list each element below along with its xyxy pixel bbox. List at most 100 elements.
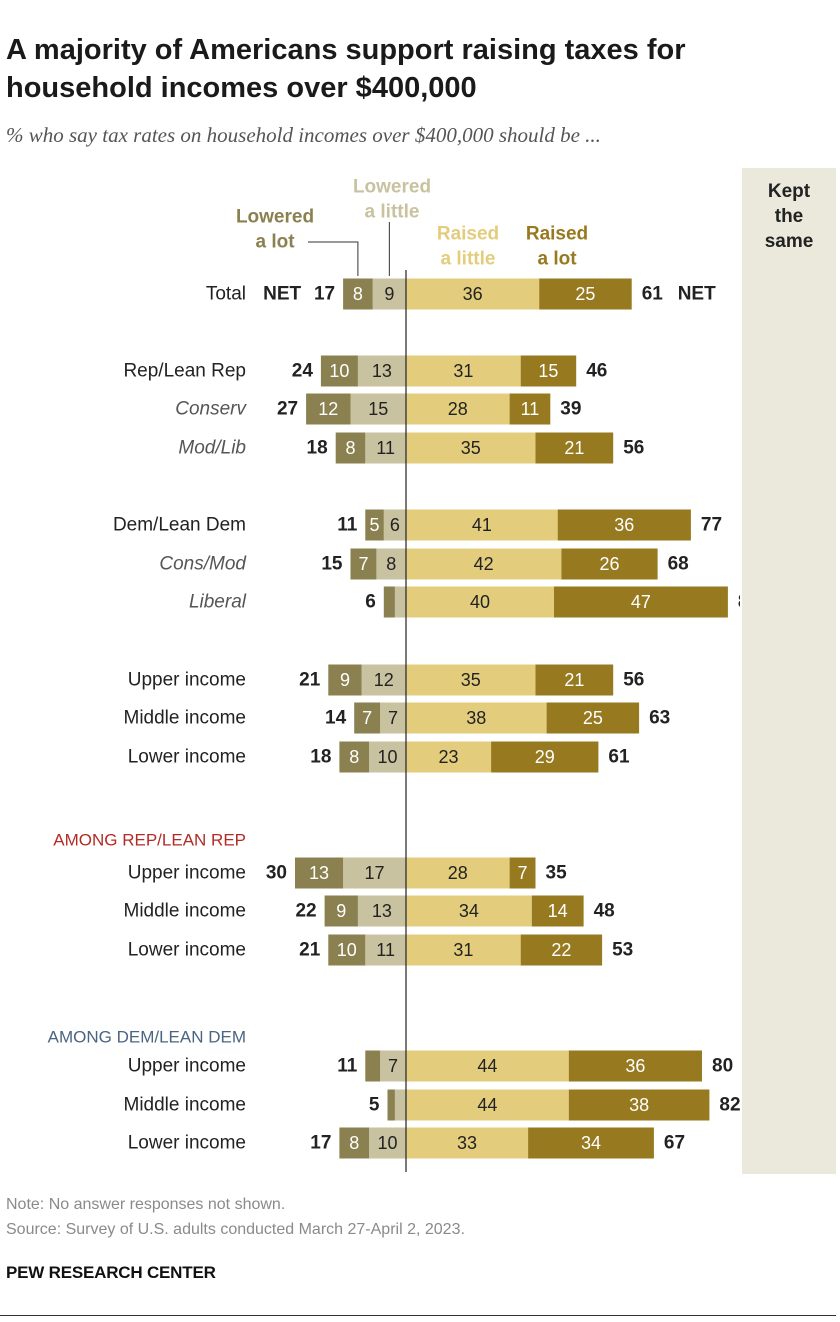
kept-same-column-background (742, 168, 836, 1174)
bar-raised-a-lot (509, 857, 536, 889)
bar-raised-a-lot (535, 664, 614, 696)
seg-label-raised-a-lot: 15 (538, 361, 558, 381)
legend-raised-a-lot: a lot (537, 249, 577, 270)
seg-label-raised-a-lot: 21 (564, 438, 584, 458)
seg-label-raised-a-lot: 21 (564, 670, 584, 690)
net-raised-value: 67 (664, 1133, 685, 1154)
seg-label-raised-a-lot: 7 (518, 863, 528, 883)
seg-label-lowered-a-little: 6 (390, 515, 400, 535)
bar-lowered-a-lot (306, 393, 351, 425)
row-label: Total (206, 284, 246, 305)
bar-raised-a-little (406, 278, 540, 310)
net-raised-value: 61 (642, 284, 664, 305)
net-raised-value: 56 (623, 670, 644, 691)
bar-lowered-a-lot (354, 702, 381, 734)
bar-raised-a-little (406, 1089, 569, 1121)
bar-raised-a-lot (509, 393, 551, 425)
net-lowered-value: 11 (337, 1056, 358, 1077)
bar-lowered-a-lot (343, 278, 373, 310)
legend-raised-a-little: Raised (437, 224, 499, 245)
legend-lowered-a-lot: a lot (255, 232, 295, 253)
net-lowered-value: 22 (295, 901, 316, 922)
bar-lowered-a-lot (335, 432, 366, 464)
seg-label-raised-a-lot: 25 (583, 708, 603, 728)
row-label: Upper income (128, 1056, 246, 1077)
bar-lowered-a-little (383, 509, 406, 541)
legend-raised-a-little: a little (441, 249, 496, 270)
note-text: Note: No answer responses not shown. (6, 1196, 286, 1213)
net-raised-value: 46 (586, 361, 607, 382)
bar-raised-a-lot (528, 1127, 654, 1159)
bar-lowered-a-lot (383, 586, 395, 618)
bar-raised-a-little (406, 934, 521, 966)
bar-lowered-a-little (380, 1050, 406, 1082)
row-label: Dem/Lean Dem (113, 515, 246, 536)
net-lowered-value: 5 (369, 1095, 380, 1116)
bar-raised-a-little (406, 509, 558, 541)
seg-label-raised-a-little: 42 (474, 554, 494, 574)
pew-logo-text: PEW RESEARCH CENTER (6, 1263, 216, 1282)
bar-lowered-a-lot (365, 509, 384, 541)
bar-raised-a-little (406, 1050, 569, 1082)
seg-label-raised-a-little: 35 (461, 438, 481, 458)
bar-lowered-a-lot (328, 664, 362, 696)
kept-same-header-word: same (764, 231, 814, 252)
row-label: Middle income (124, 708, 247, 729)
row-label: Lower income (128, 1133, 246, 1154)
bar-raised-a-lot (535, 432, 614, 464)
net-lowered-value: 11 (337, 515, 358, 536)
chart-title: A majority of Americans support raising … (6, 34, 686, 104)
seg-label-lowered-a-little: 8 (386, 554, 396, 574)
row-label: Middle income (124, 901, 247, 922)
seg-label-raised-a-little: 36 (463, 284, 483, 304)
bar-lowered-a-little (350, 393, 406, 425)
seg-label-lowered-a-little: 9 (384, 284, 394, 304)
row-label: Upper income (128, 863, 246, 884)
bottom-rule (0, 1315, 836, 1316)
bar-raised-a-lot (546, 702, 640, 734)
bar-raised-a-little (406, 355, 521, 387)
seg-label-lowered-a-lot: 8 (345, 438, 355, 458)
net-raised-value: 82 (719, 1095, 740, 1116)
net-lowered-value: 14 (325, 708, 347, 729)
bar-raised-a-lot (561, 548, 658, 580)
net-raised-value: 48 (594, 901, 615, 922)
seg-label-lowered-a-little: 10 (377, 1133, 397, 1153)
seg-label-lowered-a-lot: 5 (370, 515, 380, 535)
net-raised-value: 61 (608, 747, 630, 768)
seg-label-raised-a-lot: 38 (629, 1095, 649, 1115)
net-raised-value: 63 (649, 708, 670, 729)
bar-raised-a-little (406, 857, 510, 889)
bar-lowered-a-lot (295, 857, 344, 889)
seg-label-lowered-a-lot: 9 (336, 901, 346, 921)
net-label-right: NET (678, 284, 716, 305)
seg-label-raised-a-little: 35 (461, 670, 481, 690)
seg-label-raised-a-little: 44 (477, 1095, 497, 1115)
seg-label-lowered-a-lot: 10 (337, 940, 357, 960)
net-lowered-value: 24 (292, 361, 314, 382)
bar-raised-a-little (406, 586, 554, 618)
group-label: AMONG REP/LEAN REP (53, 831, 246, 850)
seg-label-lowered-a-little: 10 (377, 747, 397, 767)
bar-raised-a-little (406, 895, 532, 927)
seg-label-raised-a-little: 31 (453, 940, 473, 960)
row-label: Lower income (128, 747, 246, 768)
net-lowered-value: 6 (365, 592, 376, 613)
seg-label-raised-a-little: 28 (448, 399, 468, 419)
bar-raised-a-little (406, 1127, 529, 1159)
bar-raised-a-little (406, 741, 492, 773)
seg-label-raised-a-lot: 47 (631, 592, 651, 612)
net-raised-value: 56 (623, 438, 644, 459)
net-lowered-value: 15 (321, 554, 343, 575)
net-raised-value: 39 (560, 399, 581, 420)
seg-label-raised-a-little: 41 (472, 515, 492, 535)
bar-lowered-a-little (380, 702, 406, 734)
seg-label-raised-a-little: 40 (470, 592, 490, 612)
bar-lowered-a-lot (365, 1050, 381, 1082)
seg-label-raised-a-little: 34 (459, 901, 479, 921)
net-raised-value: 77 (701, 515, 722, 536)
legend-lowered-a-little: Lowered (353, 177, 431, 198)
net-raised-value: 35 (546, 863, 568, 884)
seg-label-lowered-a-lot: 10 (329, 361, 349, 381)
seg-label-lowered-a-lot: 8 (349, 747, 359, 767)
